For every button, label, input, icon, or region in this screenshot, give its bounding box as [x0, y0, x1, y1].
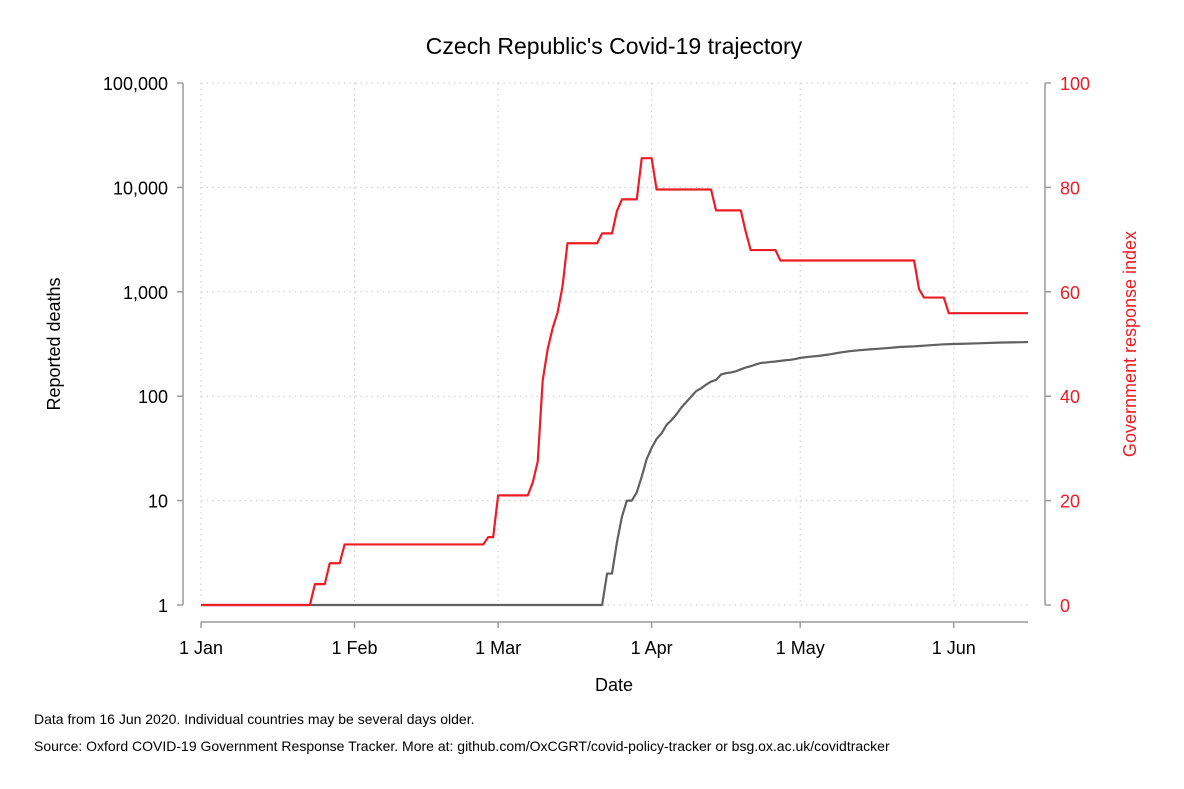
series-lines [201, 157, 1029, 607]
footnote-data-date: Data from 16 Jun 2020. Individual countr… [34, 711, 475, 727]
footnote-source: Source: Oxford COVID-19 Government Respo… [34, 738, 890, 754]
x-tick-label: 1 Feb [331, 638, 377, 658]
y-tick-label: 1,000 [123, 283, 168, 303]
right-axis-ticks: 0 20 40 60 80 100 [1045, 74, 1090, 616]
x-tick-label: 1 Jun [932, 638, 976, 658]
y-tick-label: 100 [138, 387, 168, 407]
y2-tick-label: 20 [1060, 492, 1080, 512]
y2-tick-label: 60 [1060, 283, 1080, 303]
x-tick-label: 1 Mar [475, 638, 521, 658]
y2-tick-label: 80 [1060, 178, 1080, 198]
x-axis-label: Date [595, 675, 633, 695]
x-tick-label: 1 May [776, 638, 825, 658]
x-axis-ticks: 1 Jan 1 Feb 1 Mar 1 Apr 1 May 1 Jun [179, 622, 976, 658]
y-axis-label: Reported deaths [44, 277, 64, 410]
y2-tick-label: 100 [1060, 74, 1090, 94]
left-axis-ticks: 1 10 100 1,000 10,000 100,000 [103, 74, 183, 616]
y2-axis-label: Government response index [1120, 231, 1140, 457]
x-tick-label: 1 Jan [179, 638, 223, 658]
chart-title: Czech Republic's Covid-19 trajectory [426, 33, 803, 59]
y-tick-label: 10,000 [113, 178, 168, 198]
y-tick-label: 10 [148, 492, 168, 512]
government-response-index-line [201, 157, 1028, 607]
x-tick-label: 1 Apr [631, 638, 673, 658]
y-tick-label: 1 [158, 596, 168, 616]
y-tick-label: 100,000 [103, 74, 168, 94]
y2-tick-label: 40 [1060, 387, 1080, 407]
y2-tick-label: 0 [1060, 596, 1070, 616]
reported-deaths-line [201, 340, 1029, 607]
grid-lines [200, 82, 1028, 606]
